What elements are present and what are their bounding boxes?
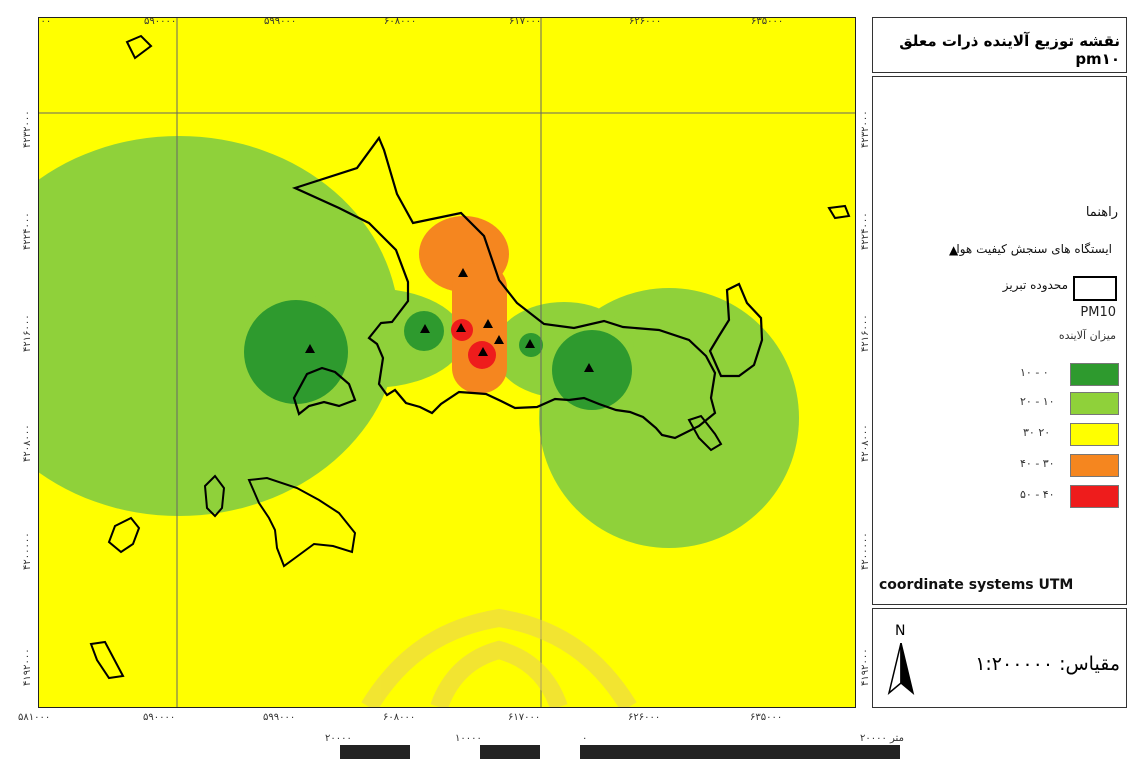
x-tick-bottom: ۵۹۰۰۰۰ — [143, 712, 176, 723]
y-tick-left: ۴۲۳۲۰۰۰ — [22, 110, 33, 148]
legend-swatch — [1070, 363, 1119, 386]
y-tick-left: ۴۲۰۰۰۰۰ — [22, 532, 33, 570]
station-marker — [584, 363, 594, 372]
boundary-small-parcel-4 — [89, 640, 125, 680]
legend-heading: راهنما — [1085, 205, 1118, 220]
scalebar-label: ۰ — [582, 733, 588, 744]
x-tick-top: ۵۸۱۰۰۰ — [39, 17, 52, 27]
station-marker — [483, 319, 493, 328]
legend-swatch — [1070, 454, 1119, 477]
legend-range: ۱۰ - ۰ — [1020, 366, 1049, 379]
x-tick-bottom: ۵۹۹۰۰۰ — [263, 712, 296, 723]
x-tick-bottom: ۶۰۸۰۰۰ — [383, 712, 416, 723]
coordinate-system-label: coordinate systems UTM — [879, 577, 1074, 593]
station-marker — [478, 347, 488, 356]
legend-station-label: ایستگاه های سنجش کیفیت هوا — [956, 242, 1112, 256]
map-title: نقشه توزیع آلاینده ذرات معلق pm۱۰ — [899, 32, 1120, 68]
map-canvas — [39, 18, 855, 707]
x-tick-top: ۵۹۹۰۰۰ — [264, 17, 297, 27]
y-tick-left: ۴۲۱۶۰۰۰ — [22, 314, 33, 352]
north-arrow-icon — [887, 643, 915, 695]
station-marker — [494, 335, 504, 344]
x-tick-top: ۶۳۵۰۰۰ — [751, 17, 784, 27]
boundary-small-parcel-2 — [203, 474, 226, 518]
map-frame[interactable]: ۵۸۱۰۰۰ ۵۹۰۰۰۰ ۵۹۹۰۰۰ ۶۰۸۰۰۰ ۶۱۷۰۰۰ ۶۲۶۰۰… — [38, 17, 856, 708]
zone-green-west — [39, 136, 399, 516]
x-tick-top: ۶۰۸۰۰۰ — [384, 17, 417, 27]
scalebar-label: ۲۰۰۰۰ — [325, 733, 352, 744]
station-marker — [420, 324, 430, 333]
x-tick-top: ۶۱۷۰۰۰ — [509, 17, 542, 27]
legend-range: ۴۰ - ۳۰ — [1020, 457, 1055, 470]
y-tick-left: ۴۲۰۸۰۰۰ — [22, 424, 33, 462]
legend-range: ۵۰ - ۴۰ — [1020, 488, 1055, 501]
boundary-small-parcel-1 — [107, 516, 141, 554]
scale-bar — [340, 745, 900, 759]
legend-swatch — [1070, 392, 1119, 415]
y-tick-right: ۴۲۰۰۰۰۰ — [860, 532, 871, 570]
y-tick-right: ۴۱۹۲۰۰۰ — [860, 648, 871, 686]
y-tick-right: ۴۲۲۴۰۰۰ — [860, 212, 871, 250]
north-label: N — [895, 623, 906, 639]
x-tick-bottom: ۶۳۵۰۰۰ — [750, 712, 783, 723]
boundary-swatch — [1073, 276, 1117, 301]
scalebar-label: متر ۲۰۰۰۰ — [860, 733, 904, 744]
boundary-south-parcel — [247, 476, 357, 568]
watermark-emblem — [361, 608, 637, 707]
station-marker — [525, 339, 535, 348]
legend-swatch — [1070, 485, 1119, 508]
x-tick-bottom: ۵۸۱۰۰۰ — [18, 712, 51, 723]
y-tick-left: ۴۱۹۲۰۰۰ — [22, 648, 33, 686]
boundary-east-parcel — [708, 282, 764, 378]
boundary-small-parcel-5 — [687, 414, 723, 452]
x-tick-top: ۵۹۰۰۰۰ — [144, 17, 177, 27]
station-marker — [305, 344, 315, 353]
legend-panel: راهنما ▲ ایستگاه های سنجش کیفیت هوا محدو… — [872, 76, 1127, 605]
legend-boundary-label: محدوده تبریز — [1002, 278, 1068, 292]
legend-range: ۲۰ - ۱۰ — [1020, 395, 1055, 408]
tabriz-boundary — [291, 135, 717, 440]
map-title-panel: نقشه توزیع آلاینده ذرات معلق pm۱۰ — [872, 17, 1127, 73]
y-tick-right: ۴۲۰۸۰۰۰ — [860, 424, 871, 462]
boundary-small-parcel-3 — [125, 34, 153, 60]
station-triangle-icon: ▲ — [949, 243, 959, 257]
zone-darkgreen-west — [244, 300, 348, 404]
y-tick-right: ۴۲۱۶۰۰۰ — [860, 314, 871, 352]
legend-range: ۳۰ ۲۰ — [1023, 426, 1051, 439]
boundary-west-parcel — [292, 366, 357, 416]
x-tick-bottom: ۶۱۷۰۰۰ — [508, 712, 541, 723]
legend-pm-label: PM10 — [1080, 305, 1116, 320]
legend-swatch — [1070, 423, 1119, 446]
scale-ratio: مقیاس: ۱:۲۰۰۰۰۰ — [975, 653, 1120, 675]
station-marker — [458, 268, 468, 277]
scale-panel: N مقیاس: ۱:۲۰۰۰۰۰ — [872, 608, 1127, 708]
x-tick-top: ۶۲۶۰۰۰ — [629, 17, 662, 27]
y-tick-right: ۴۲۳۲۰۰۰ — [860, 110, 871, 148]
boundary-small-parcel-6 — [827, 204, 851, 220]
x-tick-bottom: ۶۲۶۰۰۰ — [628, 712, 661, 723]
y-tick-left: ۴۲۲۴۰۰۰ — [22, 212, 33, 250]
scale-bar-segment — [410, 745, 480, 759]
station-marker — [456, 323, 466, 332]
scalebar-label: ۱۰۰۰۰ — [455, 733, 482, 744]
station-markers — [305, 268, 594, 372]
legend-pollutant-label: میزان آلاینده — [1058, 329, 1116, 342]
scale-bar-segment — [540, 745, 580, 759]
